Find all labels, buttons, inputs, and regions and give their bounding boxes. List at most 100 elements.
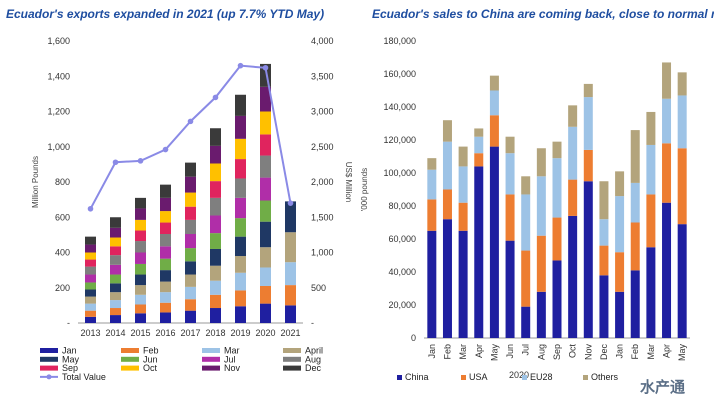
bar-segment	[160, 270, 171, 282]
bar-segment	[235, 197, 246, 219]
bar-segment	[235, 159, 246, 179]
bar-segment	[260, 134, 271, 156]
legend-swatch	[40, 356, 58, 362]
bar-segment	[85, 259, 96, 267]
bar-segment	[505, 194, 515, 241]
y-tick-label: 20,000	[388, 300, 416, 310]
x-tick-label: 2016	[155, 328, 175, 338]
bar-segment	[677, 224, 687, 338]
x-tick-label: 2019	[230, 328, 250, 338]
x-tick-label: May	[677, 344, 687, 362]
bar-segment	[85, 244, 96, 253]
bar-segment	[235, 178, 246, 198]
bar-segment	[458, 202, 468, 231]
legend-label: China	[405, 372, 429, 382]
bar-segment	[552, 141, 562, 159]
bar-segment	[442, 141, 452, 190]
bar-segment	[185, 248, 196, 262]
bar-segment	[260, 303, 271, 323]
bar-segment	[646, 144, 656, 195]
bar-segment	[615, 291, 625, 338]
y2-tick-label: -	[311, 318, 314, 328]
bar-segment	[260, 177, 271, 201]
x-tick-label: Jul	[521, 344, 531, 356]
y-tick-label: 140,000	[383, 102, 416, 112]
bar-segment	[160, 246, 171, 259]
bar-segment	[160, 233, 171, 247]
bar-segment	[662, 98, 672, 144]
bar-segment	[185, 274, 196, 287]
total-value-point	[162, 146, 169, 153]
bar-segment	[160, 292, 171, 303]
bar-segment	[85, 274, 96, 283]
bar-segment	[210, 163, 221, 182]
y-axis-label: Million Pounds	[31, 156, 40, 208]
legend-label: Oct	[143, 363, 158, 373]
left-chart-title: Ecuador's exports expanded in 2021 (up 7…	[6, 7, 325, 21]
y-tick-label: 200	[55, 283, 70, 293]
bar-segment	[677, 72, 687, 96]
y-tick-label: 1,400	[47, 71, 70, 81]
y-tick-label: 180,000	[383, 36, 416, 46]
y2-tick-label: 2,500	[311, 142, 334, 152]
bar-segment	[235, 94, 246, 116]
x-tick-label: Feb	[442, 344, 452, 360]
bar-segment	[260, 155, 271, 178]
bar-segment	[662, 202, 672, 338]
legend-label: EU28	[530, 372, 553, 382]
y-tick-label: 1,000	[47, 142, 70, 152]
bar-segment	[210, 145, 221, 164]
bar-segment	[442, 120, 452, 142]
bar-segment	[599, 275, 609, 338]
legend-label: Others	[591, 372, 619, 382]
legend-label: Jun	[143, 354, 158, 364]
y-tick-label: 60,000	[388, 234, 416, 244]
y-tick-label: 160,000	[383, 69, 416, 79]
bar-segment	[85, 310, 96, 317]
total-value-point	[137, 158, 144, 164]
bar-segment	[615, 196, 625, 253]
x-tick-label: Mar	[646, 344, 656, 360]
x-tick-label: Nov	[583, 344, 593, 361]
legend-swatch	[121, 348, 139, 353]
x-tick-label: Oct	[568, 344, 578, 359]
bar-segment	[135, 230, 146, 242]
legend-label: Mar	[224, 346, 240, 356]
x-tick-label: 2013	[80, 328, 100, 338]
y2-tick-label: 500	[311, 283, 326, 293]
bar-segment	[615, 171, 625, 197]
bar-segment	[536, 148, 546, 177]
bar-segment	[285, 305, 296, 323]
bar-segment	[489, 75, 499, 91]
total-value-point	[187, 118, 194, 125]
y-tick-label: 400	[55, 248, 70, 258]
legend-label: Total Value	[62, 372, 106, 382]
bar-segment	[85, 252, 96, 260]
bar-segment	[110, 255, 121, 265]
bar-segment	[260, 247, 271, 268]
bar-segment	[505, 153, 515, 195]
bar-segment	[489, 90, 499, 116]
bar-segment	[85, 296, 96, 304]
total-value-point	[262, 64, 269, 71]
bar-segment	[160, 197, 171, 212]
bar-segment	[521, 176, 531, 195]
legend-label: Sep	[62, 363, 78, 373]
bar-segment	[185, 310, 196, 323]
total-value-point	[112, 159, 119, 166]
bar-segment	[646, 247, 656, 338]
legend-label: Aug	[305, 354, 321, 364]
bar-segment	[160, 281, 171, 293]
total-value-point	[87, 205, 94, 212]
bar-segment	[427, 169, 437, 200]
bar-segment	[135, 304, 146, 314]
bar-segment	[235, 290, 246, 307]
y-tick-label: 100,000	[383, 168, 416, 178]
bar-segment	[285, 262, 296, 286]
bar-segment	[630, 270, 640, 338]
x-tick-label: Sep	[552, 344, 562, 360]
bar-segment	[521, 306, 531, 338]
bar-segment	[210, 233, 221, 249]
